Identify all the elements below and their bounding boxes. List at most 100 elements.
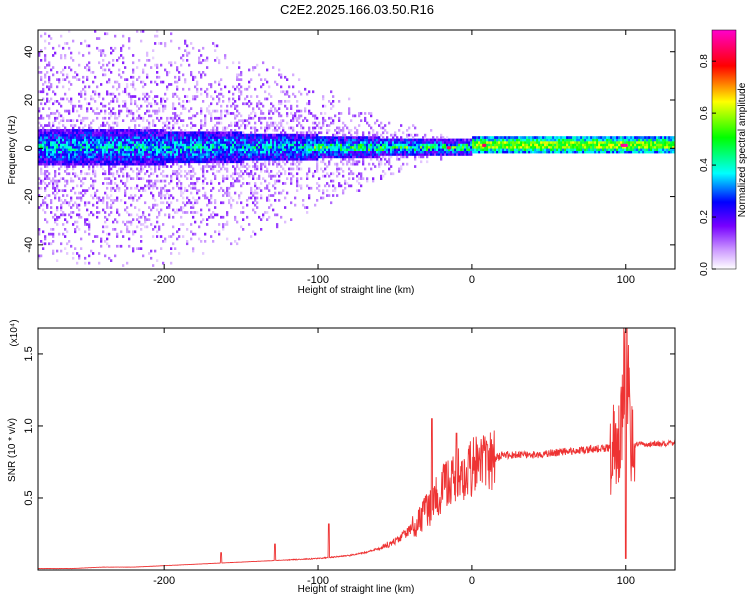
- heatmap-cell: [342, 150, 345, 154]
- heatmap-cell: [116, 143, 119, 147]
- heatmap-cell: [106, 129, 109, 132]
- heatmap-cell: [142, 223, 145, 226]
- heatmap-cell: [206, 141, 209, 144]
- heatmap-cell: [120, 141, 123, 144]
- heatmap-cell: [102, 124, 105, 127]
- heatmap-cell: [50, 148, 53, 151]
- heatmap-cell: [276, 172, 279, 176]
- heatmap-cell: [192, 145, 195, 149]
- heatmap-cell: [86, 143, 89, 147]
- heatmap-cell: [460, 138, 463, 142]
- heatmap-cell: [346, 162, 349, 166]
- heatmap-cell: [276, 141, 279, 144]
- heatmap-cell: [42, 145, 45, 149]
- heatmap-cell: [216, 213, 219, 217]
- heatmap-cell: [136, 116, 139, 120]
- heatmap-cell: [464, 150, 467, 154]
- heatmap-cell: [278, 150, 281, 154]
- heatmap-cell: [316, 124, 319, 127]
- heatmap-cell: [178, 208, 181, 212]
- heatmap-cell: [148, 59, 151, 62]
- heatmap-cell: [192, 184, 195, 188]
- heatmap-cell: [266, 153, 269, 156]
- heatmap-cell: [240, 165, 243, 168]
- heatmap-cell: [260, 165, 263, 168]
- heatmap-cell: [284, 92, 287, 96]
- heatmap-cell: [162, 136, 165, 139]
- heatmap-cell: [102, 155, 105, 159]
- heatmap-cell: [96, 150, 99, 154]
- heatmap-cell: [126, 186, 129, 190]
- heatmap-cell: [286, 145, 289, 149]
- heatmap-cell: [226, 136, 229, 139]
- heatmap-cell: [78, 92, 81, 96]
- heatmap-cell: [116, 97, 119, 101]
- heatmap-cell: [188, 51, 191, 55]
- heatmap-cell: [274, 153, 277, 156]
- heatmap-cell: [52, 162, 55, 166]
- heatmap-cell: [116, 199, 119, 202]
- heatmap-cell: [280, 73, 283, 77]
- heatmap-cell: [366, 177, 369, 180]
- heatmap-cell: [124, 157, 127, 161]
- heatmap-cell: [84, 218, 87, 221]
- heatmap-cell: [368, 112, 371, 115]
- heatmap-cell: [188, 143, 191, 147]
- heatmap-cell: [108, 129, 111, 132]
- heatmap-cell: [296, 100, 299, 103]
- heatmap-cell: [228, 199, 231, 202]
- heatmap-cell: [74, 191, 77, 195]
- heatmap-cell: [46, 136, 49, 139]
- heatmap-cell: [66, 165, 69, 168]
- heatmap-cell: [264, 143, 267, 147]
- heatmap-cell: [470, 143, 473, 147]
- heatmap-cell: [48, 131, 51, 135]
- heatmap-cell: [282, 167, 285, 171]
- heatmap-cell: [476, 143, 479, 147]
- heatmap-cell: [132, 129, 135, 132]
- heatmap-cell: [162, 109, 165, 113]
- heatmap-cell: [250, 153, 253, 156]
- heatmap-cell: [284, 172, 287, 176]
- heatmap-cell: [448, 150, 451, 154]
- heatmap-cell: [216, 44, 219, 48]
- heatmap-cell: [438, 148, 441, 151]
- heatmap-cell: [302, 136, 305, 139]
- heatmap-cell: [108, 68, 111, 72]
- heatmap-cell: [250, 116, 253, 120]
- heatmap-cell: [158, 148, 161, 151]
- heatmap-cell: [48, 138, 51, 142]
- heatmap-cell: [86, 129, 89, 132]
- heatmap-cell: [426, 138, 429, 142]
- heatmap-cell: [392, 148, 395, 151]
- heatmap-cell: [156, 63, 159, 67]
- heatmap-cell: [60, 162, 63, 166]
- heatmap-cell: [84, 138, 87, 142]
- heatmap-cell: [50, 201, 53, 205]
- heatmap-cell: [58, 129, 61, 132]
- heatmap-cell: [190, 138, 193, 142]
- heatmap-cell: [286, 138, 289, 142]
- heatmap-cell: [48, 232, 51, 236]
- heatmap-cell: [310, 131, 313, 135]
- heatmap-cell: [170, 141, 173, 144]
- heatmap-cell: [260, 138, 263, 142]
- heatmap-cell: [180, 160, 183, 164]
- heatmap-cell: [278, 126, 281, 130]
- heatmap-cell: [38, 66, 41, 69]
- heatmap-cell: [156, 230, 159, 234]
- heatmap-cell: [162, 138, 165, 142]
- heatmap-cell: [246, 199, 249, 202]
- heatmap-cell: [114, 114, 117, 118]
- heatmap-cell: [324, 162, 327, 166]
- heatmap-cell: [300, 126, 303, 130]
- heatmap-cell: [170, 165, 173, 168]
- heatmap-cell: [70, 153, 73, 156]
- heatmap-cell: [44, 66, 47, 69]
- heatmap-cell: [178, 133, 181, 137]
- heatmap-cell: [338, 138, 341, 142]
- heatmap-cell: [58, 157, 61, 161]
- heatmap-cell: [240, 133, 243, 137]
- heatmap-cell: [130, 160, 133, 164]
- heatmap-cell: [50, 85, 53, 89]
